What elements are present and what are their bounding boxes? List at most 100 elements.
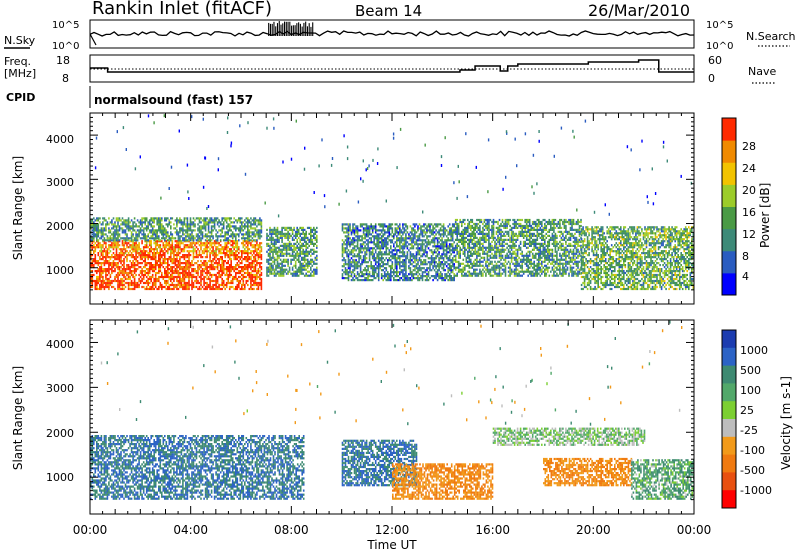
power-cell [429, 229, 431, 232]
power-cell [358, 265, 360, 268]
power-cell [120, 227, 122, 230]
power-cell [402, 223, 404, 226]
power-cell [228, 273, 231, 277]
power-cell [408, 233, 410, 236]
power-cell [154, 244, 157, 247]
power-cell [464, 266, 466, 269]
power-cell [247, 264, 249, 267]
power-cell [142, 235, 145, 238]
power-cell [129, 283, 131, 287]
power-cell [256, 264, 258, 267]
power-cell [216, 275, 219, 279]
power-cell [179, 248, 181, 251]
power-cell [210, 242, 213, 245]
power-cell [238, 233, 240, 236]
power-cell [471, 230, 474, 233]
power-cell [347, 239, 350, 242]
power-cell [267, 248, 270, 251]
power-cell [368, 275, 371, 278]
power-cell [165, 219, 168, 222]
power-cell [185, 237, 187, 240]
power-cell [454, 222, 457, 226]
power-cell [111, 271, 113, 275]
power-cell [288, 234, 291, 237]
power-cell [356, 253, 359, 256]
power-cell [182, 266, 184, 269]
power-cell [248, 237, 251, 240]
power-cell [288, 252, 291, 255]
power-cell [430, 223, 433, 226]
power-cell [344, 231, 347, 234]
power-cell [450, 239, 452, 242]
power-cell [442, 249, 445, 252]
power-cell [414, 259, 416, 262]
power-cell [103, 260, 106, 263]
power-cell [293, 274, 295, 277]
power-cell [191, 237, 193, 240]
power-cell [236, 277, 239, 281]
power-cell [176, 270, 178, 273]
power-cell [353, 279, 356, 282]
power-cell [408, 259, 410, 262]
power-cell [158, 287, 160, 291]
power-cell [402, 237, 404, 240]
power-cell [253, 287, 255, 291]
power-cell [194, 219, 196, 222]
power-cell [447, 271, 449, 274]
power-cell [230, 233, 232, 236]
power-cell [368, 259, 371, 262]
power-cell [468, 258, 471, 261]
power-cell [418, 265, 421, 268]
power-cell [235, 258, 237, 261]
power-cell [186, 250, 189, 253]
power-cell [239, 279, 242, 283]
power-cell [270, 234, 273, 237]
power-cell [167, 268, 169, 271]
power-cell [453, 255, 455, 258]
power-cell [225, 270, 228, 273]
power-cell [124, 277, 127, 281]
power-cell [230, 270, 232, 273]
power-cell [417, 279, 419, 282]
power-cell [219, 229, 222, 232]
power-cell [100, 229, 103, 232]
power-cell [456, 252, 458, 255]
power-cell [390, 273, 392, 276]
power-cell [114, 270, 116, 273]
power-cell [182, 283, 184, 287]
power-cell [192, 264, 195, 267]
power-cell [254, 217, 257, 220]
power-cell [97, 217, 100, 220]
power-cell [209, 285, 211, 289]
power-cell [412, 253, 415, 256]
power-cell [405, 273, 407, 276]
power-cell [365, 239, 368, 242]
power-cell [201, 271, 204, 275]
power-cell [450, 265, 452, 268]
power-cell [133, 242, 136, 245]
power-cell [185, 225, 187, 228]
power-cell [139, 256, 142, 259]
power-cell [356, 227, 359, 230]
power-cell [200, 281, 202, 285]
power-cell [138, 229, 140, 232]
power-cell [156, 262, 158, 265]
power-cell [411, 259, 413, 262]
power-cell [115, 231, 118, 234]
power-cell [435, 255, 437, 258]
power-cell [151, 225, 154, 228]
power-cell [218, 250, 220, 253]
power-cell [168, 242, 171, 245]
power-cell [305, 242, 307, 245]
power-cell [164, 239, 166, 242]
power-cell [192, 270, 195, 273]
power-cell [293, 226, 295, 229]
power-cell [310, 226, 312, 229]
power-cell [448, 259, 451, 262]
power-cell [180, 242, 183, 245]
power-cell [270, 236, 273, 239]
power-cell [308, 260, 310, 263]
power-cell [93, 260, 95, 263]
power-cell [382, 235, 384, 238]
power-cell [260, 256, 263, 259]
